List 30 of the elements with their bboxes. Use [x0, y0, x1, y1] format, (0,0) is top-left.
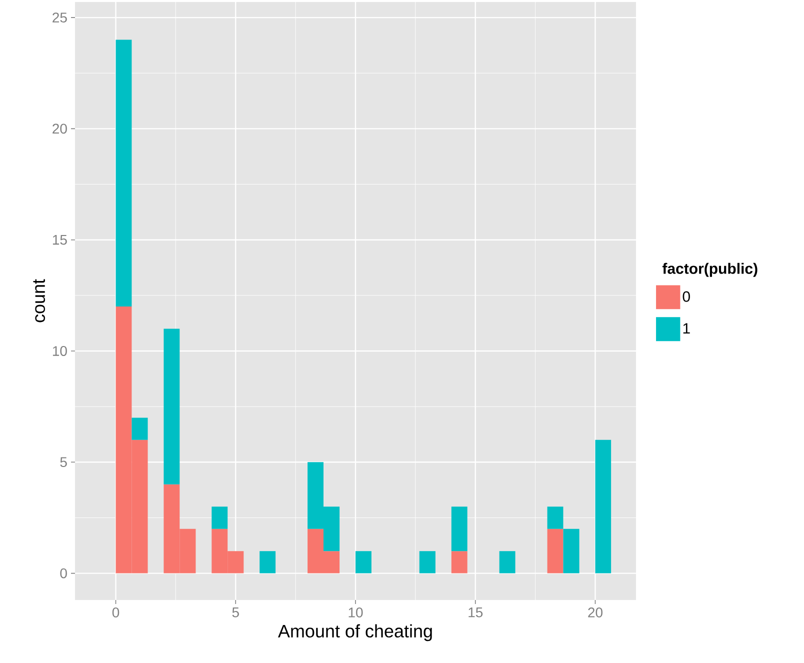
x-axis-title: Amount of cheating: [278, 624, 432, 642]
bar: [164, 328, 180, 484]
bar: [116, 40, 132, 307]
bar: [547, 528, 564, 574]
y-tick-label: 0: [60, 568, 67, 578]
x-tick-label: 15: [468, 608, 483, 618]
y-axis-title: count: [33, 279, 46, 322]
bar: [260, 551, 276, 574]
bar: [563, 528, 580, 574]
y-tick-label: 20: [52, 124, 67, 134]
y-tick-label: 15: [52, 234, 67, 245]
bar: [356, 551, 372, 574]
legend-label: 1: [683, 323, 690, 334]
y-tick-label: 25: [52, 12, 67, 23]
x-tick-label: 10: [348, 608, 363, 618]
bar: [132, 418, 148, 440]
bar: [499, 551, 516, 574]
bar: [595, 440, 612, 574]
bar: [419, 551, 436, 574]
bar: [451, 551, 468, 574]
x-tick-label: 0: [112, 608, 120, 618]
legend-label: 0: [682, 291, 690, 302]
y-tick-label: 5: [60, 457, 67, 468]
bar: [547, 506, 564, 529]
bar: [212, 506, 228, 529]
y-tick-label: 10: [52, 346, 67, 356]
x-tick-label: 5: [232, 608, 239, 618]
x-tick-label: 20: [588, 608, 602, 618]
legend-title: factor(public): [662, 262, 758, 277]
bar: [451, 506, 468, 552]
